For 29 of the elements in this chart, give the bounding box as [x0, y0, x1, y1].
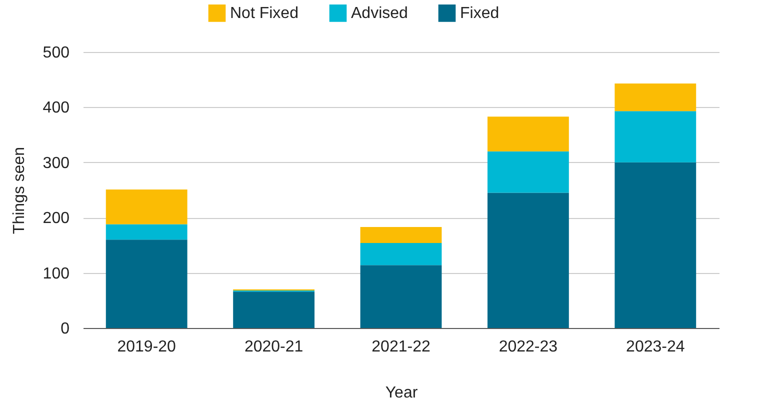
y-tick-label: 400 — [42, 100, 70, 117]
bar — [487, 192, 569, 328]
bar — [106, 224, 188, 240]
bar — [614, 162, 696, 328]
legend-label: Advised — [351, 5, 408, 22]
bar — [360, 265, 442, 328]
y-tick-label: 100 — [42, 265, 70, 282]
bar — [360, 226, 442, 243]
x-tick-label: 2020-21 — [244, 338, 304, 356]
y-tick-label: 500 — [42, 44, 70, 62]
y-axis-title: Things seen — [10, 146, 28, 234]
bar — [487, 116, 569, 152]
x-tick-label: 2023-24 — [626, 338, 685, 356]
y-tick-label: 300 — [42, 154, 70, 172]
legend-label: Fixed — [460, 5, 500, 22]
x-tick-label: 2019-20 — [117, 338, 176, 356]
x-tick-label: 2021-22 — [372, 338, 430, 356]
bar — [487, 151, 569, 193]
x-tick-label: 2022-23 — [498, 338, 558, 356]
bar — [614, 111, 696, 162]
bar — [106, 240, 188, 328]
y-tick-label: 0 — [60, 320, 70, 338]
y-tick-label: 200 — [42, 210, 70, 228]
bar — [233, 292, 315, 328]
x-axis-title: Year — [385, 384, 418, 402]
bar — [106, 189, 188, 224]
bar — [614, 83, 696, 112]
legend-label: Not Fixed — [230, 5, 298, 22]
bar — [360, 242, 442, 266]
